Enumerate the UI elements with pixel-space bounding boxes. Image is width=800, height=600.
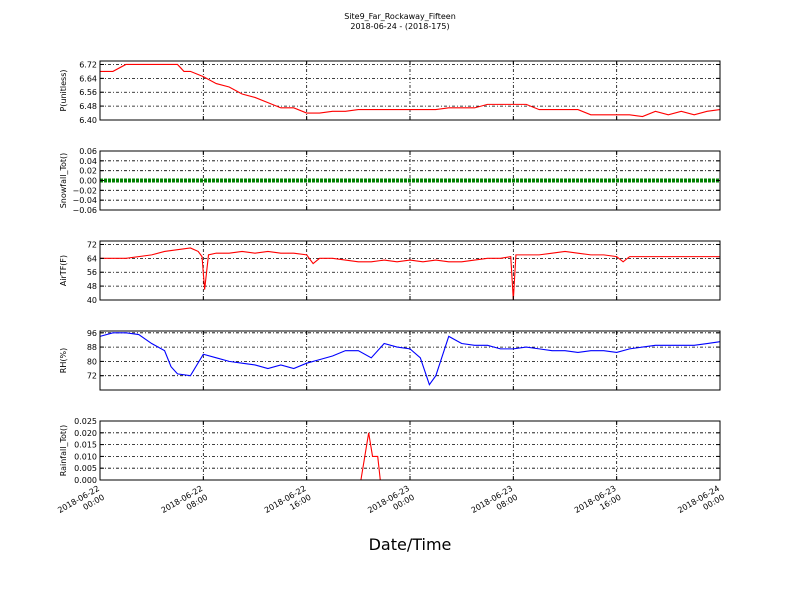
y-tick-label: 0.00	[79, 177, 97, 186]
x-tick-label: 2018-06-2300:00	[366, 484, 416, 524]
y-tick-label: 6.64	[79, 74, 97, 83]
y-tick-label: 96	[87, 329, 97, 338]
y-tick-label: 0.000	[74, 476, 97, 485]
y-tick-label: 72	[87, 372, 97, 381]
y-tick-label: 6.72	[79, 60, 97, 69]
y-tick-label: 0.005	[74, 464, 97, 473]
x-tick-label: 2018-06-2400:00	[676, 484, 726, 524]
y-tick-label: −0.04	[72, 196, 97, 205]
y-tick-label: −0.06	[72, 206, 97, 215]
y-axis-label: P(unitless)	[59, 69, 68, 111]
panel-rainfall: 0.025 0.020 0.015 0.010 0.005 0.000 Rainfall_T…	[59, 417, 721, 485]
panel-snowfall: 0.060.040.020.00−0.02−0.04−0.06 Snowfall_…	[59, 147, 721, 215]
x-axis-label: Date/Time	[369, 535, 452, 554]
series-line	[99, 332, 721, 386]
series-line	[100, 247, 720, 301]
figure-subtitle: 2018-06-24 - (2018-175)	[350, 22, 449, 31]
y-tick-label: 64	[87, 254, 97, 263]
x-tick-label: 2018-06-2200:00	[56, 484, 106, 524]
panel-rh: 96 88 80 72 RH(%)	[59, 329, 721, 391]
y-tick-label: 0.04	[79, 157, 97, 166]
x-tick-label: 2018-06-2316:00	[573, 484, 623, 524]
y-tick-label: 56	[87, 268, 97, 277]
y-axis-label: Snowfall_Tot()	[59, 153, 68, 209]
figure-title: Site9_Far_Rockaway_Fifteen	[344, 12, 456, 21]
y-tick-label: 88	[87, 343, 97, 352]
y-tick-label: 0.02	[79, 167, 97, 176]
x-tick-label: 2018-06-2208:00	[160, 484, 210, 524]
x-tick-labels: 2018-06-2200:00 2018-06-2208:00 2018-06-22…	[56, 484, 726, 524]
y-tick-label: 6.48	[79, 102, 97, 111]
y-tick-label: 0.020	[74, 429, 97, 438]
y-tick-label: 0.010	[74, 452, 97, 461]
y-tick-label: 0.025	[74, 417, 97, 426]
y-tick-label: 6.40	[79, 116, 97, 125]
x-tick-label: 2018-06-2216:00	[263, 484, 313, 524]
series-line	[100, 63, 721, 118]
y-tick-label: 6.56	[79, 88, 97, 97]
y-tick-label: −0.02	[72, 186, 97, 195]
y-tick-label: 80	[87, 357, 97, 366]
y-tick-label: 48	[87, 282, 97, 291]
y-tick-label: 0.015	[74, 441, 97, 450]
y-axis-label: AirTF(F)	[59, 255, 68, 286]
panel-airtf: 72 64 56 48 40 AirTF(F)	[59, 240, 721, 305]
y-tick-label: 72	[87, 240, 97, 249]
y-axis-label: RH(%)	[59, 348, 68, 373]
x-tick-label: 2018-06-2308:00	[470, 484, 520, 524]
panels-group: 6.726.646.566.486.40P(unitless)0.060.040…	[59, 60, 721, 485]
y-tick-label: 0.06	[79, 147, 97, 156]
panel-p: 6.72 6.64 6.56 6.48 6.40 P(unitless)	[59, 60, 721, 125]
y-tick-label: 40	[87, 296, 97, 305]
y-axis-label: Rainfall_Tot()	[59, 425, 68, 477]
